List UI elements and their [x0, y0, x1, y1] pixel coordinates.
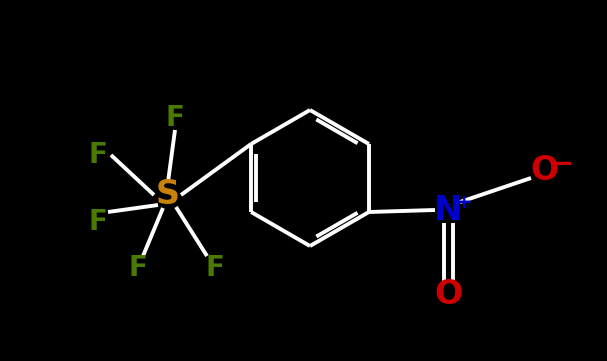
- Text: +: +: [456, 192, 472, 212]
- Text: F: F: [89, 141, 107, 169]
- Text: O: O: [434, 278, 462, 312]
- Text: F: F: [206, 254, 225, 282]
- Text: F: F: [129, 254, 148, 282]
- Text: −: −: [551, 150, 575, 178]
- Text: F: F: [166, 104, 185, 132]
- Text: O: O: [531, 153, 559, 187]
- Text: S: S: [156, 178, 180, 212]
- Text: F: F: [89, 208, 107, 236]
- Text: N: N: [434, 193, 462, 226]
